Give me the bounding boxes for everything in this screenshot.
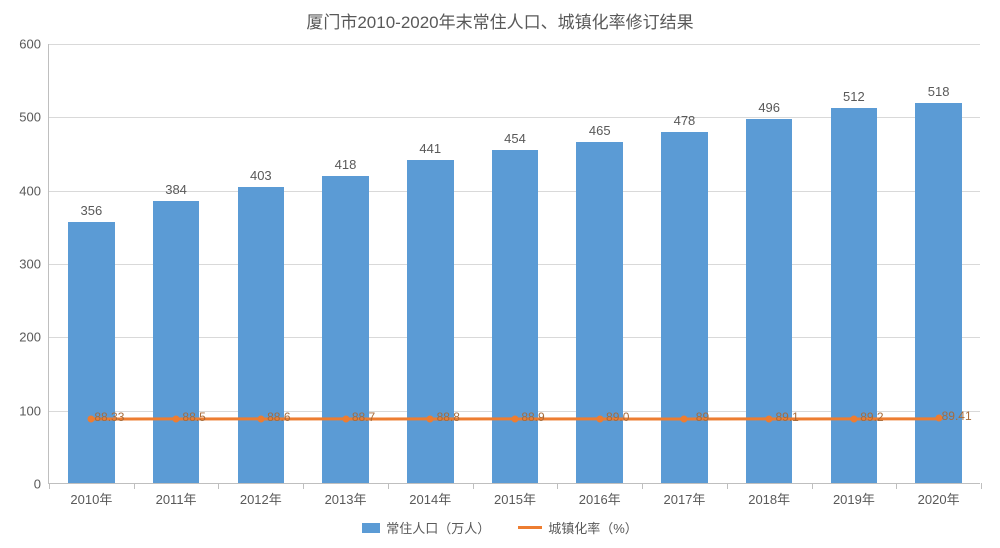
chart-container: 厦门市2010-2020年末常住人口、城镇化率修订结果 010020030040…: [0, 0, 1000, 548]
x-axis-tick: [218, 483, 219, 489]
x-tick-label: 2014年: [409, 489, 451, 508]
bar: 478: [661, 132, 708, 483]
gridline: [49, 44, 980, 45]
chart-title: 厦门市2010-2020年末常住人口、城镇化率修订结果: [0, 8, 1000, 33]
bar: 512: [831, 108, 878, 483]
y-tick-label: 100: [19, 403, 49, 418]
x-axis-tick: [812, 483, 813, 489]
bar-value-label: 454: [504, 131, 526, 146]
bar: 465: [576, 142, 623, 483]
y-tick-label: 500: [19, 110, 49, 125]
legend-swatch-bar: [362, 523, 380, 533]
x-tick-label: 2018年: [748, 489, 790, 508]
x-tick-label: 2020年: [918, 489, 960, 508]
bar: 356: [68, 222, 115, 483]
x-tick-label: 2016年: [579, 489, 621, 508]
x-axis-tick: [49, 483, 50, 489]
x-axis-tick: [896, 483, 897, 489]
x-tick-label: 2017年: [663, 489, 705, 508]
legend-item-line: 城镇化率（%）: [518, 518, 638, 537]
x-tick-label: 2011年: [156, 489, 197, 508]
bar-value-label: 384: [165, 182, 187, 197]
x-tick-label: 2012年: [240, 489, 282, 508]
x-tick-label: 2019年: [833, 489, 875, 508]
bar-value-label: 496: [758, 100, 780, 115]
plot-area: 01002003004005006002010年2011年2012年2013年2…: [48, 44, 980, 484]
bar: 384: [153, 201, 200, 483]
legend-swatch-line: [518, 526, 542, 529]
y-tick-label: 0: [34, 477, 49, 492]
y-tick-label: 400: [19, 183, 49, 198]
bar-value-label: 478: [674, 113, 696, 128]
x-tick-label: 2010年: [70, 489, 112, 508]
x-axis-tick: [388, 483, 389, 489]
bar-value-label: 518: [928, 84, 950, 99]
bar-value-label: 512: [843, 89, 865, 104]
x-axis-tick: [981, 483, 982, 489]
y-tick-label: 200: [19, 330, 49, 345]
legend-item-bars: 常住人口（万人）: [362, 518, 490, 537]
bar-value-label: 403: [250, 168, 272, 183]
x-tick-label: 2013年: [325, 489, 367, 508]
bar-value-label: 418: [335, 157, 357, 172]
bar: 496: [746, 119, 793, 483]
x-axis-tick: [303, 483, 304, 489]
y-tick-label: 600: [19, 37, 49, 52]
x-tick-label: 2015年: [494, 489, 536, 508]
bar: 518: [915, 103, 962, 483]
bar: 454: [492, 150, 539, 483]
legend-label-line: 城镇化率（%）: [548, 518, 638, 537]
legend-label-bars: 常住人口（万人）: [386, 518, 490, 537]
bar-value-label: 356: [81, 203, 103, 218]
bar-value-label: 441: [419, 141, 441, 156]
bar-value-label: 465: [589, 123, 611, 138]
y-tick-label: 300: [19, 257, 49, 272]
legend: 常住人口（万人） 城镇化率（%）: [0, 518, 1000, 537]
x-axis-tick: [473, 483, 474, 489]
x-axis-tick: [557, 483, 558, 489]
x-axis-tick: [134, 483, 135, 489]
x-axis-tick: [642, 483, 643, 489]
x-axis-tick: [727, 483, 728, 489]
bar: 441: [407, 160, 454, 483]
bar: 418: [322, 176, 369, 483]
bar: 403: [238, 187, 285, 483]
